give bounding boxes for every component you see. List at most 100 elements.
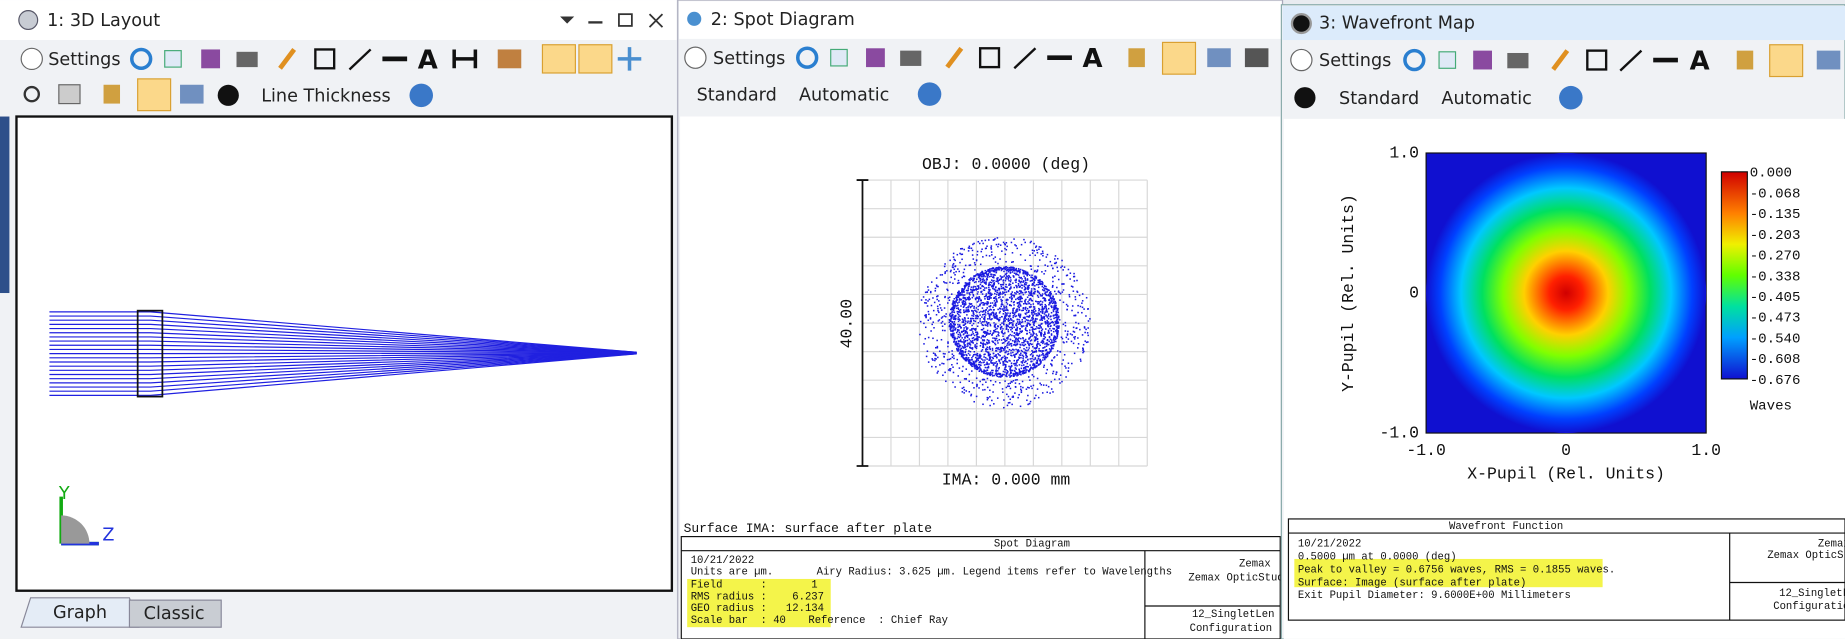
lock-icon[interactable] [1128, 48, 1145, 68]
spot-point [949, 324, 951, 326]
rect-icon[interactable] [314, 48, 336, 70]
standard-dropdown[interactable]: Standard [1339, 89, 1419, 109]
spot-point [1067, 330, 1069, 333]
arrow-icon[interactable] [1619, 49, 1643, 72]
print-icon[interactable] [1507, 52, 1529, 69]
spot-point [934, 357, 936, 360]
automatic-dropdown[interactable]: Automatic [1441, 89, 1531, 109]
classic-tab-label[interactable]: Classic [144, 604, 205, 624]
line-thickness-dropdown[interactable]: Line Thickness [261, 87, 390, 107]
spot-point [1065, 274, 1068, 277]
save-icon[interactable] [1473, 50, 1493, 70]
side-panel[interactable] [0, 116, 10, 294]
copy-icon[interactable] [164, 50, 182, 68]
spot-point [986, 373, 988, 376]
pan-icon[interactable] [617, 47, 642, 71]
reset-icon[interactable] [58, 84, 81, 105]
text-icon[interactable]: A [1083, 44, 1103, 74]
spot-point [970, 364, 972, 366]
rotate-toggle[interactable] [578, 44, 613, 74]
update-icon[interactable] [217, 84, 239, 106]
arrow-icon[interactable] [348, 48, 372, 71]
rect-icon[interactable] [978, 47, 1001, 69]
spot-point [1045, 256, 1048, 258]
settings-toggle[interactable] [1290, 48, 1313, 72]
save-icon[interactable] [201, 49, 221, 69]
update-icon[interactable] [1294, 87, 1316, 109]
pencil-icon[interactable] [1551, 49, 1570, 71]
spot-point [941, 362, 943, 365]
automatic-dropdown[interactable]: Automatic [799, 85, 889, 105]
spot-point [1017, 334, 1019, 336]
pencil-icon[interactable] [945, 46, 964, 69]
spot-point [1004, 366, 1006, 369]
print-icon[interactable] [236, 51, 258, 68]
spot-point [958, 292, 961, 295]
lock-icon[interactable] [103, 84, 121, 104]
spot-point [1018, 303, 1021, 305]
spot-point [1044, 343, 1046, 345]
zoom-icon[interactable] [23, 85, 41, 103]
spot-point [1014, 353, 1017, 356]
spot-point [983, 313, 985, 316]
spot-point [957, 340, 960, 343]
refresh-icon[interactable] [1403, 48, 1426, 72]
spot-point [925, 299, 927, 301]
print-icon[interactable] [900, 50, 922, 66]
dimension-icon[interactable] [452, 49, 478, 69]
help-button[interactable] [409, 83, 434, 108]
refresh-icon[interactable] [130, 47, 153, 71]
help-button[interactable] [1559, 85, 1583, 110]
grid-toggle[interactable] [137, 78, 172, 112]
spot-point [1026, 323, 1028, 326]
save-icon[interactable] [866, 48, 885, 68]
spot-point [930, 330, 932, 332]
grid-toggle[interactable] [1769, 44, 1804, 78]
settings-button[interactable]: Settings [48, 50, 120, 70]
settings-button[interactable]: Settings [1319, 51, 1391, 71]
spot-point [962, 319, 964, 321]
maximize-button[interactable] [618, 13, 633, 27]
spot-point [1030, 353, 1033, 355]
copy-icon[interactable] [1438, 51, 1457, 69]
spot-point [1042, 366, 1045, 368]
spot-point [1010, 366, 1012, 368]
pencil-icon[interactable] [278, 48, 297, 70]
text-icon[interactable]: A [1690, 46, 1710, 76]
spot-point [955, 305, 957, 307]
spot-point [969, 344, 972, 346]
refresh-icon[interactable] [796, 46, 819, 69]
text-icon[interactable]: A [418, 45, 438, 75]
spot-point [982, 302, 985, 304]
settings-button[interactable]: Settings [713, 49, 785, 69]
ray [49, 353, 637, 384]
spot-point [1038, 279, 1040, 282]
classic-tab[interactable] [128, 599, 222, 628]
close-button[interactable] [648, 13, 664, 28]
help-button[interactable] [917, 82, 942, 106]
settings-toggle[interactable] [684, 46, 707, 69]
arrow-icon[interactable] [1013, 47, 1037, 70]
grid-toggle[interactable] [1161, 41, 1197, 75]
spot-point [959, 351, 961, 354]
rect-icon[interactable] [1586, 49, 1608, 71]
standard-dropdown[interactable]: Standard [697, 85, 777, 105]
spot-point [1016, 270, 1019, 273]
spot-point [943, 281, 945, 283]
settings-toggle[interactable] [20, 47, 43, 71]
window-icon[interactable] [180, 84, 204, 104]
spot-point [1007, 309, 1009, 312]
spot-point [1054, 316, 1057, 319]
graph-tab-label[interactable]: Graph [53, 603, 107, 623]
menu-button[interactable] [560, 16, 575, 24]
view-icon[interactable] [497, 49, 522, 69]
lock-icon[interactable] [1736, 50, 1754, 70]
window-icon[interactable] [1816, 50, 1841, 70]
spot-point [965, 326, 967, 328]
copy-icon[interactable] [830, 48, 848, 67]
axis-toggle[interactable] [541, 44, 576, 74]
spot-point [990, 285, 993, 288]
window-icon[interactable] [1207, 48, 1231, 68]
spot-point [1036, 269, 1039, 271]
layers-icon[interactable] [1244, 48, 1269, 68]
